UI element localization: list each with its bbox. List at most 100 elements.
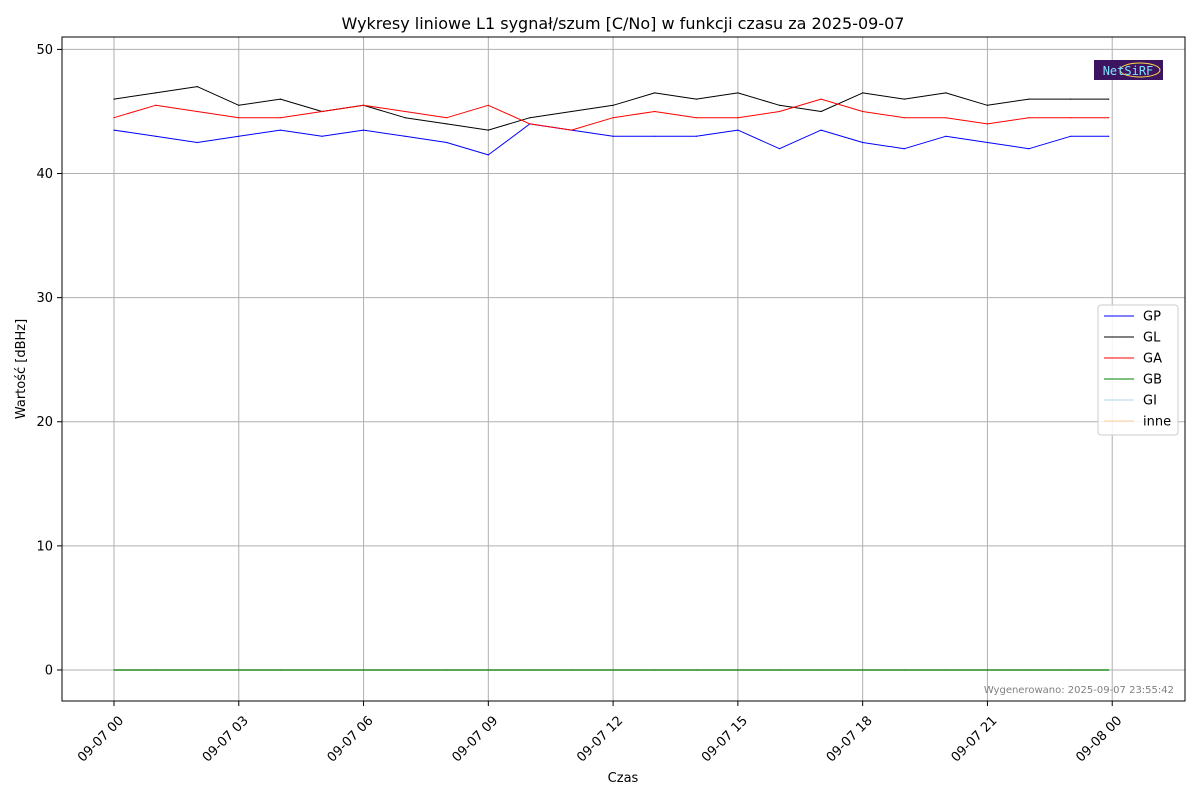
data-point-gl [113, 98, 115, 100]
data-point-gb [986, 669, 989, 671]
data-point-ga [238, 117, 240, 119]
data-point-gl [945, 92, 947, 94]
data-point-gb [321, 669, 323, 671]
data-point-gl [654, 92, 656, 94]
data-point-gb [404, 669, 406, 671]
legend-label-gi: GI [1143, 394, 1157, 409]
data-point-ga [404, 110, 406, 113]
series-lines [113, 86, 1110, 671]
data-point-gb [903, 669, 905, 671]
data-point-gl [155, 92, 157, 94]
y-axis-label: Wartość [dBHz] [14, 319, 29, 419]
data-point-gp [1070, 135, 1072, 137]
data-point-gp [1108, 135, 1110, 137]
data-point-ga [820, 98, 822, 100]
data-point-ga [570, 129, 573, 131]
data-point-gp [238, 135, 240, 137]
data-point-gb [737, 669, 739, 671]
data-point-gp [862, 141, 864, 144]
data-point-gb [238, 669, 240, 671]
data-point-gl [404, 117, 406, 119]
data-point-ga [1028, 117, 1030, 119]
data-point-gb [820, 669, 822, 671]
logo-background [1094, 60, 1163, 80]
data-point-gl [570, 110, 573, 113]
data-point-ga [695, 117, 697, 119]
data-point-ga [612, 117, 614, 119]
data-point-gb [695, 669, 697, 671]
data-point-gp [321, 135, 323, 137]
data-point-gl [986, 104, 989, 106]
data-point-gb [862, 669, 864, 671]
data-point-gl [279, 98, 281, 100]
data-point-ga [362, 104, 365, 106]
y-tick-label: 40 [36, 167, 53, 182]
data-point-gp [155, 135, 157, 137]
data-point-gb [155, 669, 157, 671]
y-tick-label: 10 [36, 539, 53, 554]
data-point-gl [529, 117, 531, 119]
data-point-gp [279, 129, 281, 131]
y-tick-label: 50 [36, 43, 53, 58]
data-point-gb [529, 669, 531, 671]
data-point-ga [113, 117, 115, 119]
y-tick-label: 0 [45, 663, 53, 678]
data-point-gp [446, 141, 448, 144]
legend-label-gp: GP [1143, 310, 1161, 325]
legend-label-gb: GB [1143, 373, 1162, 388]
plot-frame [61, 36, 1186, 702]
y-tick-label: 30 [36, 291, 53, 306]
data-point-ga [155, 104, 157, 106]
data-point-gl [778, 104, 781, 106]
data-point-gp [820, 129, 822, 131]
data-point-gl [737, 92, 739, 94]
data-point-ga [778, 110, 781, 113]
data-point-ga [487, 104, 489, 106]
data-point-gp [695, 135, 697, 137]
data-point-gb [113, 669, 115, 671]
data-point-gb [654, 669, 656, 671]
data-point-ga [446, 117, 448, 119]
data-point-gb [446, 669, 448, 671]
logo-text: NetSiRF [1103, 64, 1154, 78]
legend-label-gl: GL [1143, 331, 1161, 346]
data-point-gb [487, 669, 489, 671]
x-axis-label: Czas [608, 771, 639, 786]
data-point-gp [737, 129, 739, 131]
data-point-ga [321, 110, 323, 113]
data-point-gl [695, 98, 697, 100]
data-point-ga [1108, 117, 1110, 119]
data-point-ga [862, 110, 864, 113]
data-point-gl [238, 104, 240, 106]
data-point-gl [1108, 98, 1110, 100]
data-point-ga [1070, 117, 1072, 119]
netsirf-logo: NetSiRF [1094, 60, 1163, 80]
y-axis-ticks: 0 10 20 30 40 50 [36, 43, 62, 678]
data-point-gb [196, 669, 198, 671]
data-point-gl [862, 92, 864, 94]
data-point-gp [196, 141, 198, 144]
data-point-gl [446, 123, 448, 125]
data-point-gp [903, 148, 905, 150]
data-point-gl [820, 110, 822, 113]
legend: GP GL GA GB GI inne [1097, 304, 1179, 436]
data-point-gb [945, 669, 947, 671]
chart-title: Wykresy liniowe L1 sygnał/szum [C/No] w … [342, 14, 905, 33]
data-point-gp [404, 135, 406, 137]
data-point-gp [945, 135, 947, 137]
data-point-gp [487, 154, 489, 156]
data-point-gb [1070, 669, 1072, 671]
data-point-ga [654, 110, 656, 113]
data-point-ga [196, 110, 198, 113]
legend-label-inne: inne [1143, 415, 1171, 430]
data-point-gb [1108, 669, 1110, 671]
data-point-gb [279, 669, 281, 671]
data-point-gp [986, 141, 989, 144]
data-point-ga [945, 117, 947, 119]
data-point-gb [570, 669, 573, 671]
logo-orbit [1119, 62, 1161, 78]
data-point-gl [196, 86, 198, 88]
data-point-gp [113, 129, 115, 131]
data-point-gl [903, 98, 905, 100]
